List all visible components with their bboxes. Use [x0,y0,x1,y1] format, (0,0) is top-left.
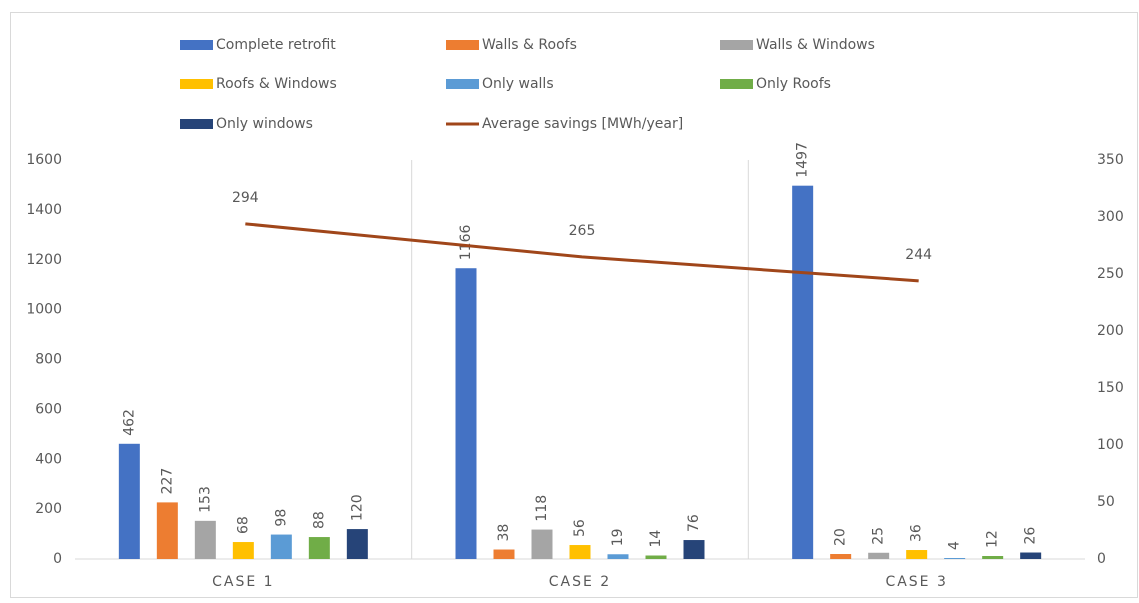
bar [792,185,814,560]
bar [455,268,477,559]
bar [569,545,591,559]
x-tick-label: CASE 1 [212,574,274,590]
y-tick-label: 0 [53,551,62,567]
bar [1020,552,1042,559]
legend-swatch [446,79,479,89]
legend-label: Roofs & Windows [216,76,337,92]
value-label: 20 [833,528,849,546]
value-label: 19 [610,528,626,546]
legend-label: Only windows [216,116,313,132]
bar [232,542,254,559]
legend-label: Complete retrofit [216,37,336,53]
value-label: 265 [569,223,596,239]
bar [194,520,216,559]
legend-swatch [180,79,213,89]
value-label: 227 [159,468,175,495]
value-label: 14 [648,530,664,548]
bar [645,555,667,559]
y-tick-label: 1600 [26,152,62,168]
bar [683,540,705,559]
y-tick-label: 1400 [26,202,62,218]
value-label: 1166 [458,225,474,261]
value-label: 12 [985,530,1001,548]
y2-tick-label: 300 [1097,209,1124,225]
bar [156,502,178,559]
value-label: 25 [871,527,887,545]
value-label: 294 [232,190,259,206]
y-tick-label: 800 [35,352,62,368]
value-label: 26 [1023,527,1039,545]
legend-swatch [180,40,213,50]
value-label: 153 [197,486,213,513]
legend-label: Only walls [482,76,554,92]
value-label: 56 [572,519,588,537]
legend-swatch [720,79,753,89]
bar [906,550,928,559]
bar [493,549,515,559]
y-tick-label: 600 [35,401,62,417]
value-label: 118 [534,495,550,522]
bar [346,529,368,559]
y2-tick-label: 100 [1097,437,1124,453]
value-label: 68 [235,516,251,534]
legend-label: Walls & Roofs [482,37,577,53]
bar [607,554,629,559]
legend-swatch [446,40,479,50]
bar [308,537,330,559]
bar [531,529,553,559]
value-label: 4 [947,541,963,550]
bar [944,558,966,559]
bar [868,552,890,559]
value-label: 88 [311,511,327,529]
y2-tick-label: 150 [1097,380,1124,396]
value-label: 120 [349,494,365,521]
legend-swatch [180,119,213,129]
y2-tick-label: 250 [1097,266,1124,282]
y-tick-label: 1000 [26,302,62,318]
y2-tick-label: 50 [1097,494,1115,510]
value-label: 462 [121,409,137,436]
legend-label: Only Roofs [756,76,831,92]
value-label: 38 [496,524,512,542]
legend-label: Average savings [MWh/year] [482,116,683,132]
y2-tick-label: 350 [1097,152,1124,168]
y-tick-label: 1200 [26,252,62,268]
y-tick-label: 400 [35,451,62,467]
value-label: 36 [909,524,925,542]
y-tick-label: 200 [35,501,62,517]
value-label: 98 [273,509,289,527]
bar [982,556,1004,559]
line [245,222,919,283]
legend-label: Walls & Windows [756,37,875,53]
bar [270,534,292,559]
value-label: 244 [905,247,932,263]
bar [118,443,140,559]
value-label: 1497 [795,142,811,178]
bar [830,554,852,559]
legend-swatch [720,40,753,50]
x-tick-label: CASE 2 [549,574,611,590]
value-label: 76 [686,514,702,532]
y2-tick-label: 200 [1097,323,1124,339]
y2-tick-label: 0 [1097,551,1106,567]
x-tick-label: CASE 3 [885,574,947,590]
chart-border [10,12,1138,598]
